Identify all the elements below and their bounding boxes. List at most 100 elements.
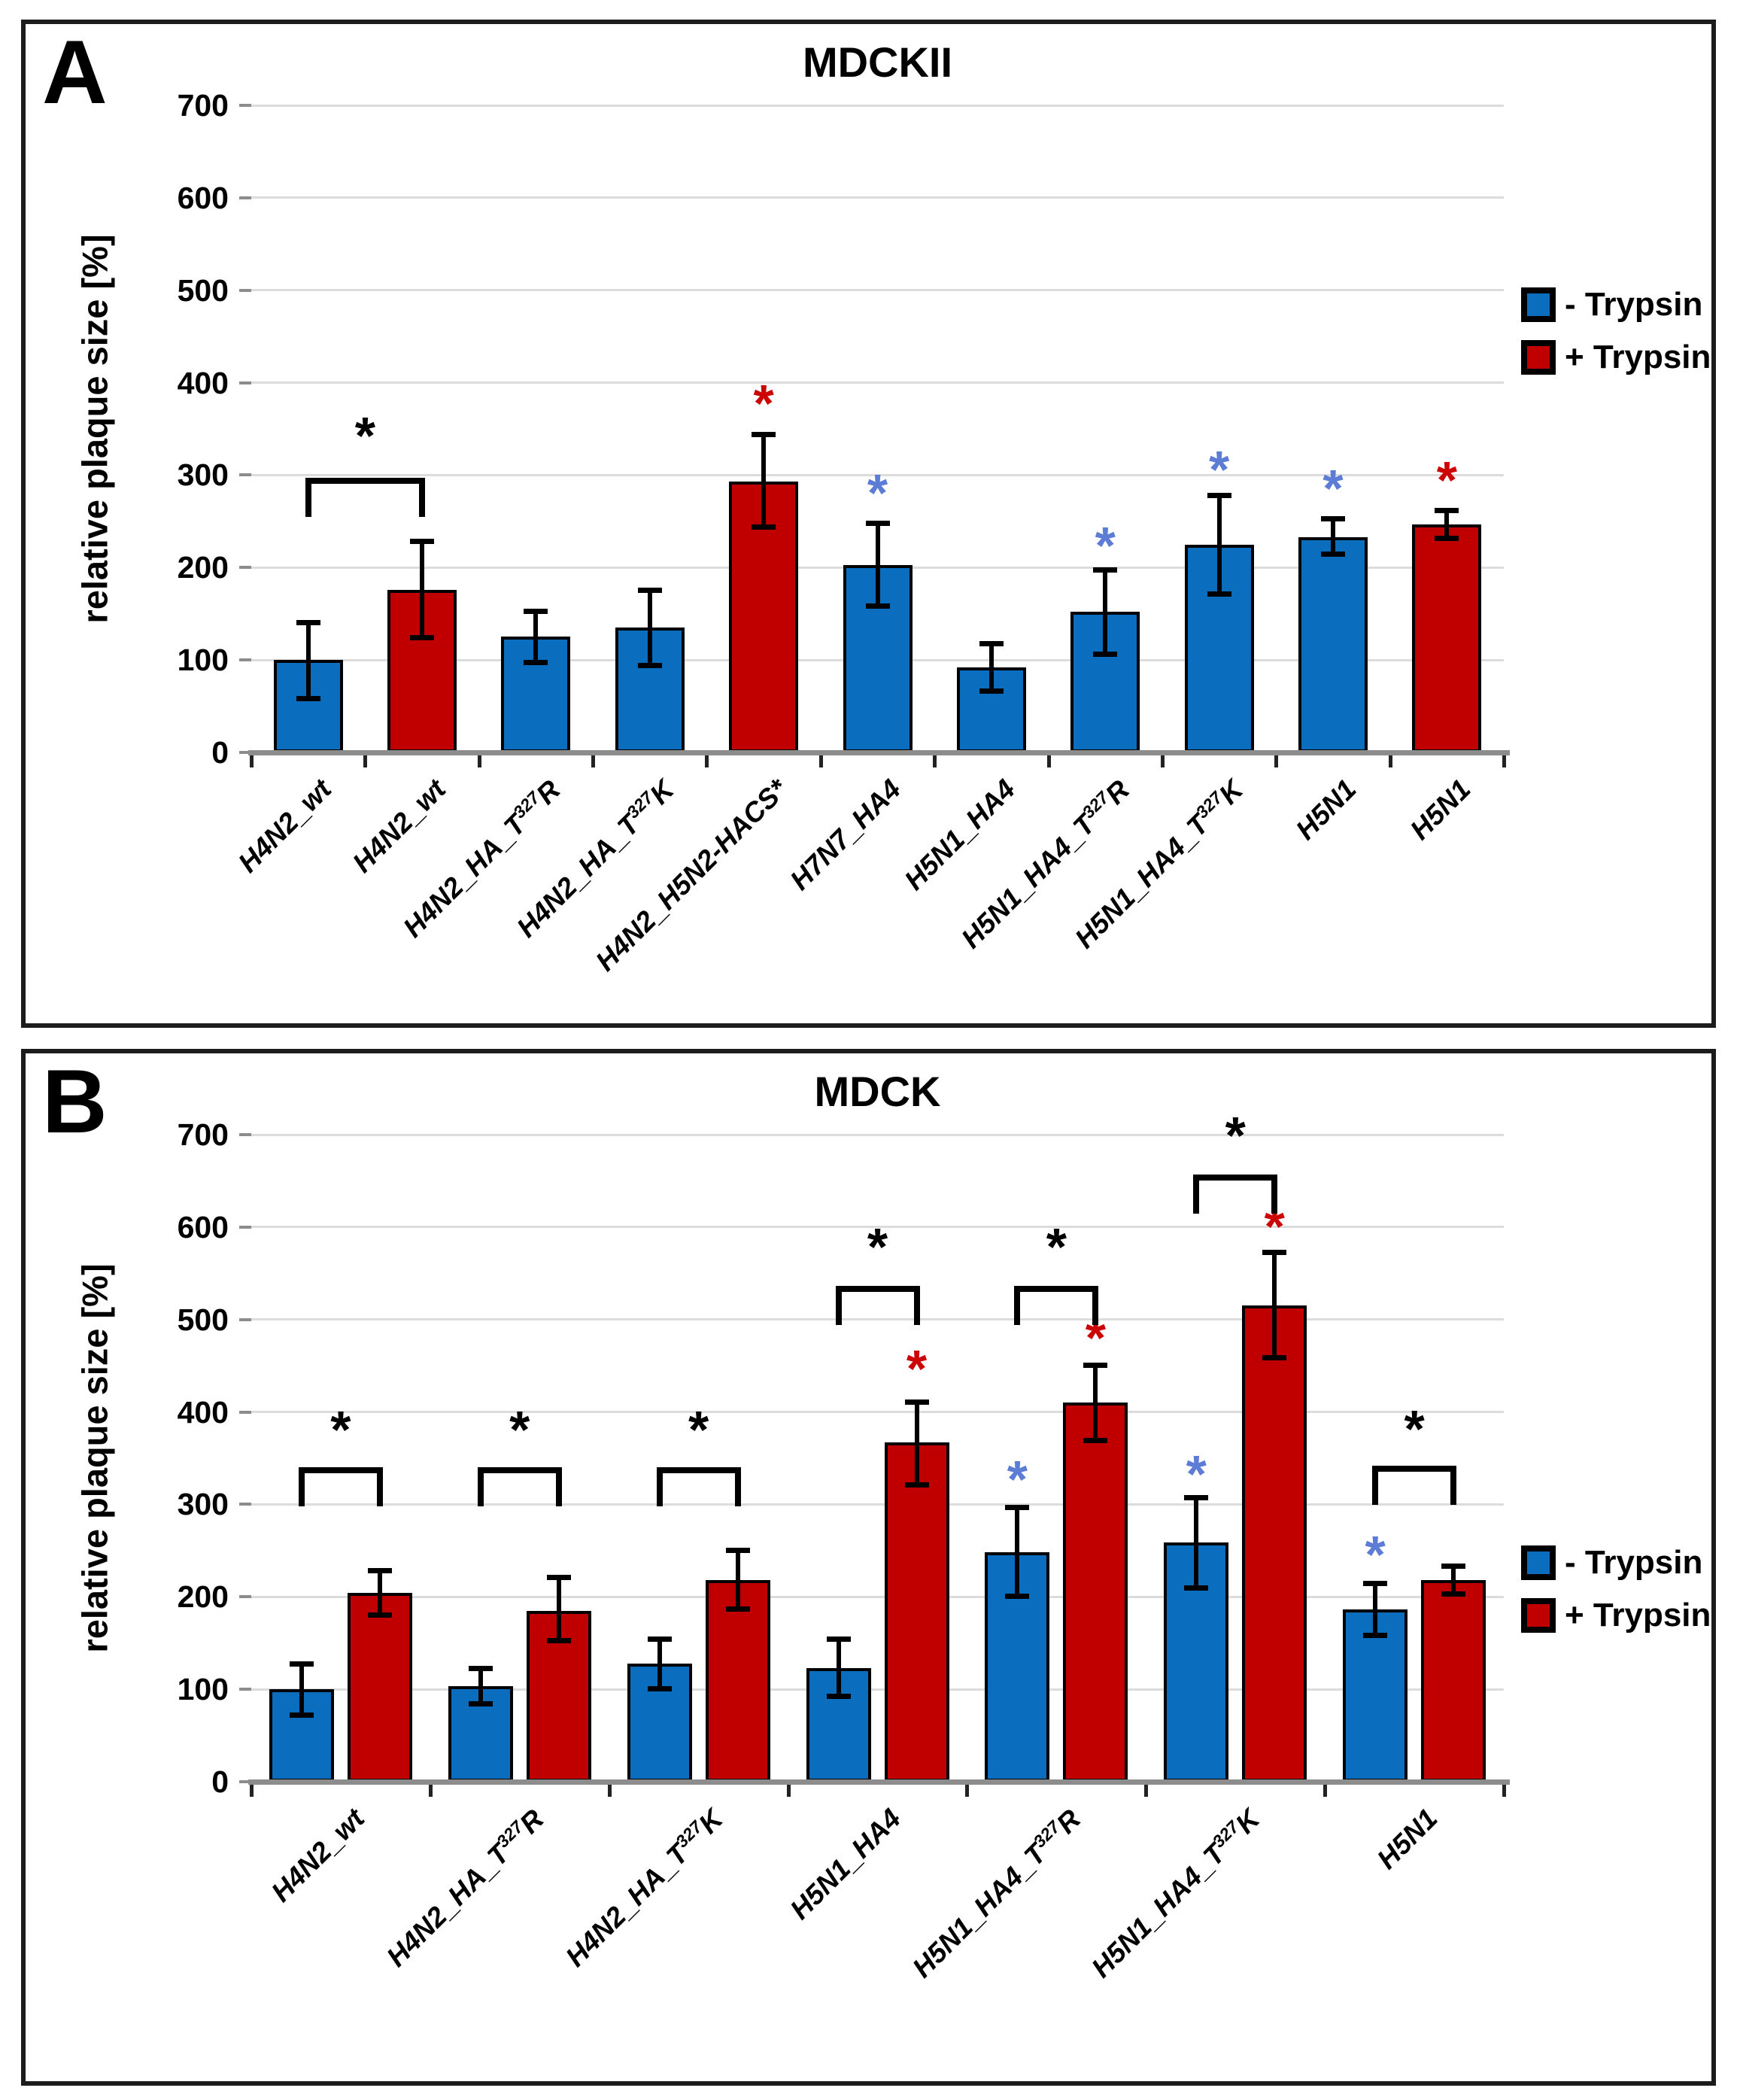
x-tick-label: H4N2_H5N2-HACS* [589, 773, 794, 977]
error-bar-cap [296, 695, 320, 701]
significance-bracket [656, 1467, 741, 1474]
bar [347, 1593, 412, 1782]
x-axis-tick [1144, 1785, 1149, 1797]
y-tick-label: 500 [177, 1302, 229, 1337]
error-bar-cap [1435, 508, 1459, 514]
x-axis-line [248, 750, 1510, 755]
x-tick-label: H5N1_HA4_T327R [906, 1803, 1087, 1984]
significance-asterisk: * [354, 406, 375, 465]
legend: - Trypsin + Trypsin [1521, 286, 1713, 391]
error-bar-cap [1184, 1585, 1209, 1591]
significance-bracket-leg [913, 1286, 920, 1326]
error-bar-stem [647, 589, 652, 666]
error-bar-stem [1451, 1565, 1456, 1594]
gridline [251, 381, 1504, 384]
error-bar-cap [752, 524, 776, 530]
error-bar-cap [1363, 1632, 1388, 1638]
y-axis-tick [239, 1133, 251, 1136]
x-tick-label: H4N2_HA_T327R [381, 1803, 550, 1973]
error-bar-stem [556, 1577, 561, 1642]
significance-asterisk: * [509, 1399, 530, 1459]
x-axis-tick [428, 1785, 433, 1797]
significance-asterisk: * [1322, 458, 1344, 518]
legend-swatch-plus-trypsin-icon [1521, 1598, 1556, 1633]
x-axis-line [248, 1779, 1510, 1785]
error-bar-cap [296, 619, 320, 625]
significance-asterisk: * [1007, 1450, 1028, 1509]
error-bar-cap [1363, 1580, 1388, 1586]
x-axis-tick [705, 755, 709, 767]
y-tick-label: 300 [177, 457, 229, 493]
error-bar-stem [420, 540, 425, 638]
y-axis-tick [239, 658, 251, 662]
legend-label-minus-trypsin: - Trypsin [1565, 1544, 1703, 1581]
error-bar-stem [1272, 1252, 1277, 1359]
y-axis-tick [239, 288, 251, 292]
error-bar-cap [546, 1575, 571, 1581]
significance-asterisk: * [1225, 1106, 1246, 1165]
gridline [251, 1595, 1504, 1598]
error-bar-cap [904, 1399, 929, 1406]
x-axis-tick [477, 755, 481, 767]
y-tick-label: 0 [211, 735, 229, 770]
significance-bracket-leg [376, 1467, 383, 1507]
error-bar-cap [647, 1636, 672, 1642]
legend-swatch-minus-trypsin-icon [1521, 287, 1556, 322]
panel-b-title: MDCK [814, 1068, 941, 1115]
error-bar-cap [1083, 1362, 1108, 1368]
error-bar-cap [289, 1661, 314, 1667]
y-axis-tick [239, 1595, 251, 1599]
legend-item-plus-trypsin: + Trypsin [1521, 1597, 1713, 1634]
error-bar-cap [468, 1700, 493, 1706]
error-bar-cap [826, 1636, 851, 1642]
significance-bracket-leg [477, 1467, 484, 1507]
error-bar-cap [647, 1686, 672, 1692]
error-bar-cap [865, 603, 890, 609]
significance-bracket-leg [555, 1467, 562, 1507]
y-axis-tick [239, 104, 251, 107]
error-bar-cap [1435, 536, 1459, 542]
y-tick-label: 400 [177, 1394, 229, 1430]
gridline [251, 196, 1504, 199]
legend-label-plus-trypsin: + Trypsin [1565, 1597, 1711, 1634]
x-axis-tick [933, 755, 937, 767]
error-bar-cap [1093, 567, 1118, 573]
gridline [251, 289, 1504, 292]
error-bar-stem [657, 1638, 662, 1690]
significance-bracket-leg [1450, 1465, 1457, 1505]
significance-bracket-leg [1271, 1174, 1278, 1214]
panel-a: A MDCKII relative plaque size [%] 0 100 20… [21, 20, 1716, 1028]
legend-swatch-minus-trypsin-icon [1521, 1545, 1556, 1580]
error-bar-cap [410, 538, 435, 544]
error-bar-cap [1320, 516, 1345, 522]
error-bar-cap [752, 432, 776, 438]
significance-bracket-leg [419, 478, 426, 518]
error-bar-cap [865, 521, 890, 527]
y-tick-label: 300 [177, 1487, 229, 1522]
error-bar-cap [1184, 1494, 1209, 1500]
y-axis-tick [239, 1410, 251, 1414]
y-axis-tick [239, 473, 251, 477]
x-tick-label: H7N7_HA4 [784, 773, 907, 896]
error-bar-cap [904, 1482, 929, 1488]
y-tick-label: 200 [177, 550, 229, 585]
significance-bracket-leg [1372, 1465, 1379, 1505]
gridline [251, 1226, 1504, 1229]
legend-item-minus-trypsin: - Trypsin [1521, 1544, 1713, 1582]
x-axis-tick [591, 755, 596, 767]
x-axis-tick [1160, 755, 1165, 767]
significance-bracket [477, 1467, 562, 1474]
y-axis-tick [239, 1688, 251, 1691]
bar [705, 1580, 770, 1782]
y-tick-label: 600 [177, 1209, 229, 1245]
x-axis-tick [1388, 755, 1392, 767]
error-bar-cap [1005, 1505, 1030, 1511]
error-bar-cap [1262, 1355, 1287, 1361]
significance-asterisk: * [753, 373, 774, 433]
y-tick-label: 400 [177, 365, 229, 400]
x-axis-tick [818, 755, 823, 767]
significance-asterisk: * [330, 1399, 351, 1459]
significance-bracket-leg [1092, 1286, 1099, 1326]
significance-bracket-leg [298, 1467, 305, 1507]
gridline [251, 1318, 1504, 1321]
